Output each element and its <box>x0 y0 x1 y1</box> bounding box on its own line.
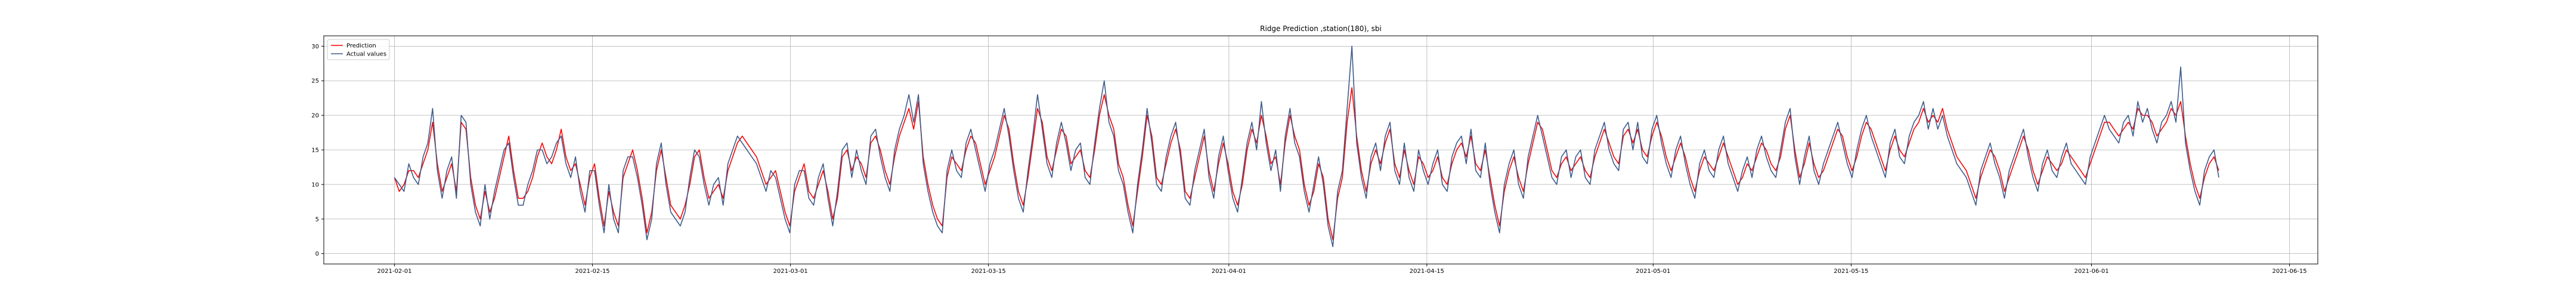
x-tick-label: 2021-05-15 <box>1834 268 1868 275</box>
x-tick-label: 2021-06-15 <box>2272 268 2307 275</box>
x-tick-label: 2021-04-15 <box>1410 268 1444 275</box>
legend-box <box>327 39 390 60</box>
series-line-actual-values <box>394 45 2219 247</box>
y-tick-label: 20 <box>311 113 319 119</box>
legend-label: Prediction <box>346 43 376 50</box>
series-lines <box>394 45 2219 247</box>
y-tick-label: 10 <box>311 182 319 188</box>
x-tick-label: 2021-05-01 <box>1636 268 1670 275</box>
x-tick-label: 2021-03-01 <box>773 268 808 275</box>
chart-title: Ridge Prediction ,station(180), sbi <box>1260 24 1382 33</box>
grid <box>324 36 2318 264</box>
y-tick-label: 25 <box>311 78 319 85</box>
x-tick-label: 2021-02-01 <box>377 268 412 275</box>
y-tick-label: 15 <box>311 148 319 154</box>
series-line-prediction <box>394 87 2219 241</box>
axis-ticks: 0 5 10 15 20 25 30 2021-02-01 2021-02-15 2021-03-… <box>311 44 2306 275</box>
x-tick-label: 2021-02-15 <box>575 268 610 275</box>
y-tick-label: 30 <box>311 44 319 50</box>
x-tick-label: 2021-03-15 <box>971 268 1006 275</box>
y-tick-label: 5 <box>315 216 319 223</box>
x-tick-label: 2021-04-01 <box>1212 268 1246 275</box>
x-tick-label: 2021-06-01 <box>2074 268 2109 275</box>
y-tick-label: 0 <box>315 251 319 257</box>
legend-label: Actual values <box>346 51 386 58</box>
